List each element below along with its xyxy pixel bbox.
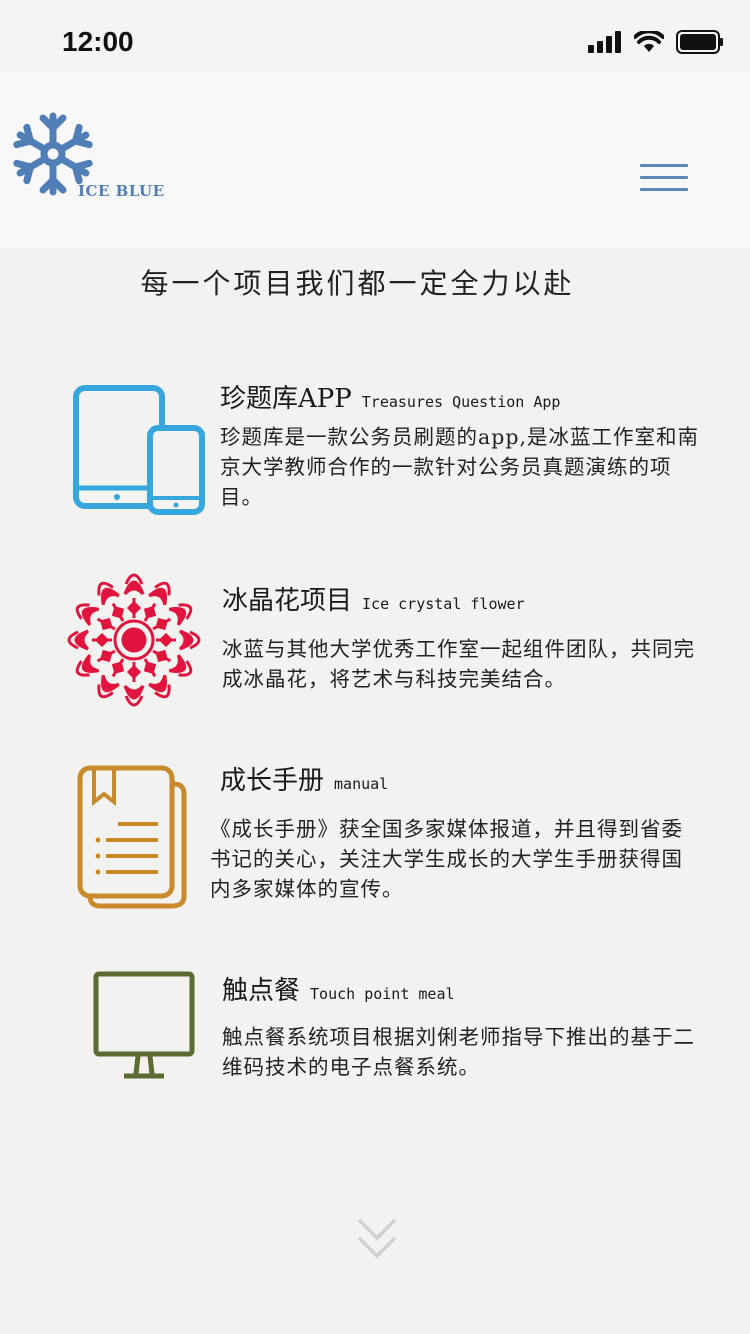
ice-crystal-flower-icon: [67, 573, 201, 707]
project-title-en: Ice crystal flower: [362, 595, 525, 613]
wifi-icon: [634, 31, 664, 52]
project-title-cn: 触点餐: [222, 976, 301, 1006]
menu-line: [640, 164, 688, 167]
page-title: 每一个项目我们都一定全力以赴: [140, 267, 575, 300]
project-title-cn: 珍题库APP: [220, 384, 352, 414]
project-title-cn: 成长手册: [220, 766, 325, 796]
project-description: 冰蓝与其他大学优秀工作室一起组件团队，共同完成冰晶花，将艺术与科技完美结合。: [222, 637, 695, 691]
signal-icon: [588, 31, 621, 53]
project-description: 《成长手册》获全国多家媒体报道，并且得到省委书记的关心，关注大学生成长的大学生手…: [210, 817, 683, 901]
menu-line: [640, 176, 688, 179]
status-time: 12:00: [62, 26, 134, 57]
project-title: 珍题库APP Treasures Question App: [220, 378, 560, 415]
hamburger-menu-button[interactable]: [640, 164, 688, 200]
document-stack-icon: [77, 765, 187, 909]
chevron-down-icon[interactable]: [355, 1216, 399, 1264]
project-title: 触点餐 Touch point meal: [222, 970, 455, 1007]
status-icons: [588, 30, 724, 54]
project-description: 珍题库是一款公务员刷题的app,是冰蓝工作室和南京大学教师合作的一款针对公务员真…: [220, 425, 699, 509]
tablet-phone-icon: [73, 385, 205, 515]
project-title-cn: 冰晶花项目: [222, 586, 353, 616]
logo-text: ICE BLUE: [78, 182, 165, 200]
project-title: 成长手册 manual: [220, 760, 388, 797]
project-description: 触点餐系统项目根据刘俐老师指导下推出的基于二维码技术的电子点餐系统。: [222, 1025, 695, 1079]
site-header: ICE BLUE: [0, 72, 750, 248]
project-title-en: Touch point meal: [310, 985, 455, 1003]
project-title-en: manual: [334, 775, 389, 793]
monitor-icon: [93, 971, 195, 1079]
snowflake-logo-icon[interactable]: [10, 112, 160, 202]
menu-line: [640, 188, 688, 191]
project-title-en: Treasures Question App: [361, 393, 561, 411]
battery-icon: [676, 30, 723, 54]
project-title: 冰晶花项目 Ice crystal flower: [222, 580, 525, 617]
